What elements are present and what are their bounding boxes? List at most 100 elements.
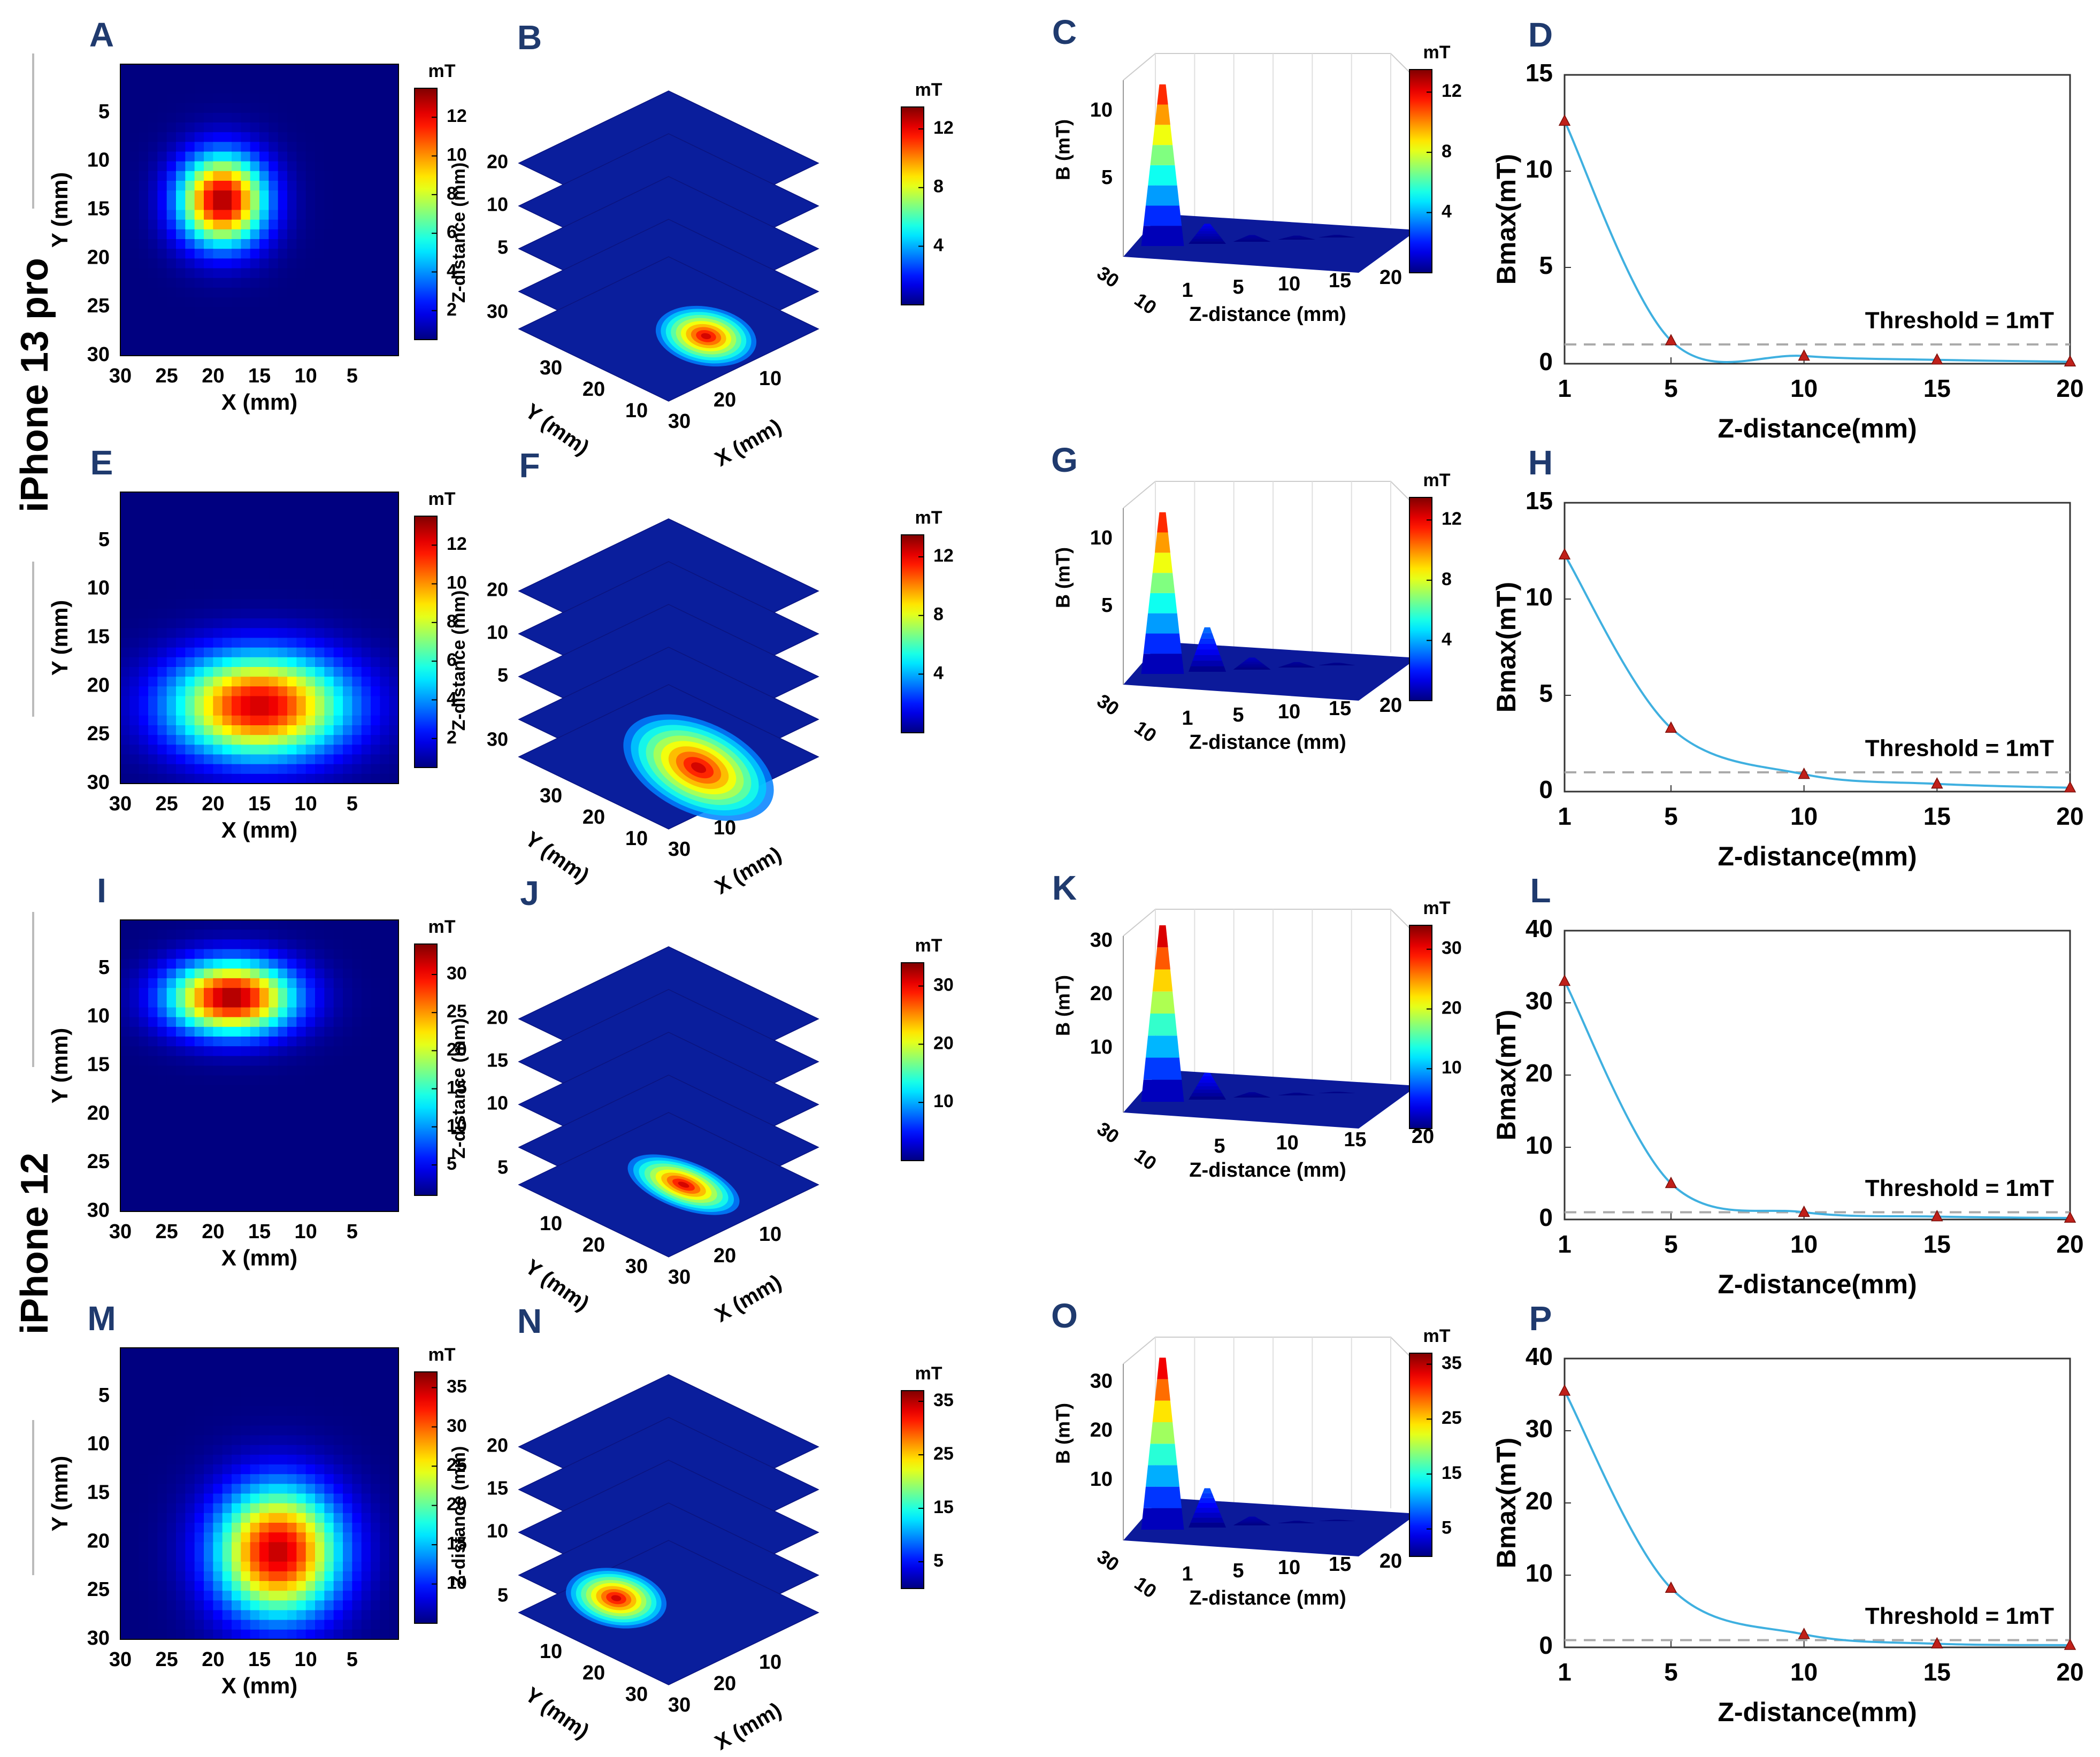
heatmap-cell xyxy=(241,988,250,998)
heatmap-cell xyxy=(250,1202,260,1212)
heatmap-cell xyxy=(343,755,352,765)
heatmap-cell xyxy=(250,83,260,94)
heatmap-cell xyxy=(213,1367,223,1377)
heatmap-cell xyxy=(250,162,260,172)
heatmap-cell xyxy=(315,531,325,541)
heatmap-cell xyxy=(129,599,139,609)
heatmap-cell xyxy=(250,1542,260,1552)
heatmap-cell xyxy=(139,1008,149,1018)
heatmap-cell xyxy=(167,1008,177,1018)
heatmap-cell xyxy=(120,1523,130,1533)
heatmap-cell xyxy=(167,1037,177,1047)
surface-segment xyxy=(1146,1465,1179,1486)
heatmap-cell xyxy=(389,297,399,308)
heatmap-cell xyxy=(148,288,158,298)
heatmap-cell xyxy=(306,618,316,628)
heatmap-cell xyxy=(352,1620,362,1630)
heatmap-cell xyxy=(362,1406,371,1416)
heatmap-cell xyxy=(129,1202,139,1212)
heatmap-cell xyxy=(343,570,352,580)
heatmap-cell xyxy=(157,1513,167,1523)
heatmap-cell xyxy=(278,190,288,201)
heatmap-cell xyxy=(223,307,232,317)
heatmap-cell xyxy=(204,239,213,249)
heatmap-cell xyxy=(195,1610,204,1621)
heatmap-cell xyxy=(250,1484,260,1494)
heatmap-cell xyxy=(269,1455,278,1465)
heatmap-cell xyxy=(287,1542,297,1552)
heatmap-cell xyxy=(185,1406,195,1416)
heatmap-cell xyxy=(232,1620,241,1630)
heatmap-cell xyxy=(120,1017,130,1027)
heatmap-cell xyxy=(296,1620,306,1630)
heatmap-cell xyxy=(306,1513,316,1523)
x-tick-label: 20 xyxy=(714,1672,736,1695)
heatmap-cell xyxy=(306,560,316,570)
heatmap-cell xyxy=(241,239,250,249)
heatmap-cell xyxy=(324,1076,334,1086)
heatmap-cell xyxy=(287,162,297,172)
heatmap-cell xyxy=(157,249,167,259)
surface-segment xyxy=(1199,639,1216,644)
heatmap-cell xyxy=(334,677,343,687)
heatmap-cell xyxy=(352,716,362,726)
heatmap-cell xyxy=(167,1202,177,1212)
heatmap-cell xyxy=(120,336,130,347)
heatmap-cell xyxy=(167,83,177,94)
heatmap-cell xyxy=(185,511,195,521)
heatmap-cell xyxy=(139,930,149,940)
heatmap-cell xyxy=(269,978,278,988)
heatmap-cell xyxy=(287,1357,297,1368)
heatmap-cell xyxy=(389,930,399,940)
heatmap-cell xyxy=(185,1600,195,1610)
heatmap-cell xyxy=(176,1046,186,1056)
heatmap-cell xyxy=(213,122,223,133)
heatmap-cell xyxy=(324,1037,334,1047)
heatmap-cell xyxy=(362,1124,371,1134)
heatmap-cell xyxy=(204,1484,213,1494)
heatmap-cell xyxy=(148,1114,158,1124)
heatmap-cell xyxy=(223,735,232,745)
heatmap-cell xyxy=(324,580,334,590)
heatmap-cell xyxy=(120,1581,130,1591)
heatmap-cell xyxy=(129,190,139,201)
heatmap-cell xyxy=(129,541,139,551)
heatmap-cell xyxy=(204,1406,213,1416)
heatmap-cell xyxy=(148,1610,158,1621)
heatmap-cell xyxy=(343,1474,352,1484)
heatmap-cell xyxy=(306,258,316,268)
heatmap-cell xyxy=(278,560,288,570)
heatmap-cell xyxy=(148,278,158,288)
x-tick-label: 10 xyxy=(759,1223,781,1246)
z-tick-label: 20 xyxy=(487,579,508,601)
heatmap-cell xyxy=(241,1630,250,1640)
heatmap-cell xyxy=(120,1494,130,1504)
heatmap-cell xyxy=(185,239,195,249)
heatmap-cell xyxy=(269,1008,278,1018)
heatmap-cell xyxy=(306,113,316,123)
heatmap-cell xyxy=(296,1591,306,1601)
colorbar-tick-label: 5 xyxy=(933,1551,944,1571)
heatmap-cell xyxy=(148,1348,158,1358)
colorbar-label: mT xyxy=(428,489,456,509)
heatmap-cell xyxy=(129,1134,139,1144)
heatmap-cell xyxy=(380,531,389,541)
heatmap-cell xyxy=(278,1455,288,1465)
heatmap-cell xyxy=(185,1027,195,1037)
heatmap-cell xyxy=(278,511,288,521)
heatmap-cell xyxy=(278,1387,288,1397)
heatmap-cell xyxy=(296,1406,306,1416)
heatmap-cell xyxy=(167,589,177,600)
y-tick-label: 5 xyxy=(98,528,110,551)
heatmap-cell xyxy=(213,618,223,628)
heatmap-cell xyxy=(185,1397,195,1407)
heatmap-cell xyxy=(371,1104,380,1115)
heatmap-cell xyxy=(380,171,389,181)
heatmap-cell xyxy=(167,190,177,201)
heatmap-cell xyxy=(120,998,130,1008)
heatmap-cell xyxy=(250,200,260,210)
heatmap-cell xyxy=(167,1474,177,1484)
heatmap-cell xyxy=(185,200,195,210)
surface-segment xyxy=(1202,1488,1212,1493)
heatmap-cell xyxy=(139,190,149,201)
